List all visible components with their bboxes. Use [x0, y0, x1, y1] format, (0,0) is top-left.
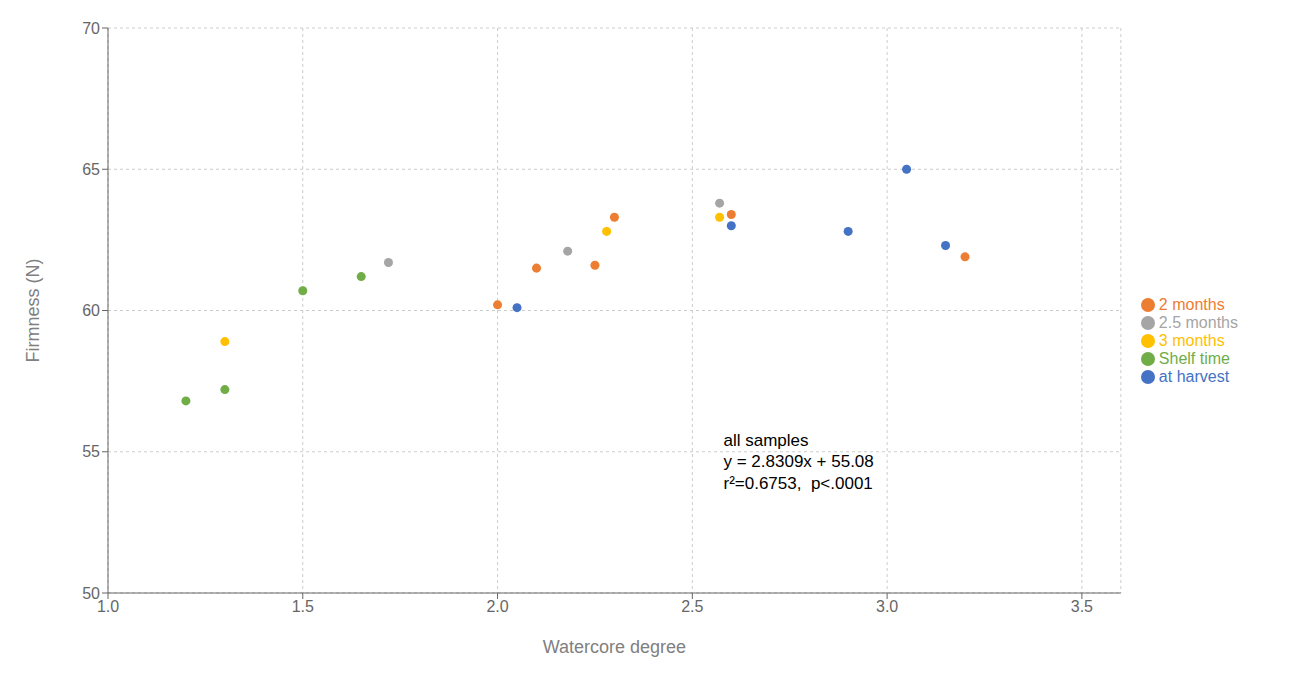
svg-text:60: 60 [82, 302, 100, 319]
html-text:2 months: 2 months [1158, 295, 1225, 313]
svg-text:3.5: 3.5 [1071, 598, 1093, 615]
svg-text:all samplesy = 2.8309x + 55.08: all samplesy = 2.8309x + 55.08r²=0.6753,… [723, 431, 873, 493]
svg-text:55: 55 [82, 443, 100, 460]
svg-text:65: 65 [82, 161, 100, 178]
html-text:3 months: 3 months [1158, 331, 1225, 349]
html-text:Shelf time: Shelf time [1158, 349, 1230, 367]
svg-text:1.0: 1.0 [97, 598, 119, 615]
svg-text:Firmness (N): Firmness (N) [23, 259, 43, 363]
svg-text:50: 50 [82, 585, 100, 602]
svg-text:3.0: 3.0 [876, 598, 898, 615]
html-text:at harvest: at harvest [1158, 367, 1230, 385]
svg-text:1.5: 1.5 [292, 598, 314, 615]
svg-text:2.0: 2.0 [486, 598, 508, 615]
svg-text:70: 70 [82, 20, 100, 37]
svg-text:Watercore degree: Watercore degree [543, 637, 686, 657]
svg-text:2.5: 2.5 [681, 598, 703, 615]
html-text:2.5 months: 2.5 months [1158, 313, 1238, 331]
